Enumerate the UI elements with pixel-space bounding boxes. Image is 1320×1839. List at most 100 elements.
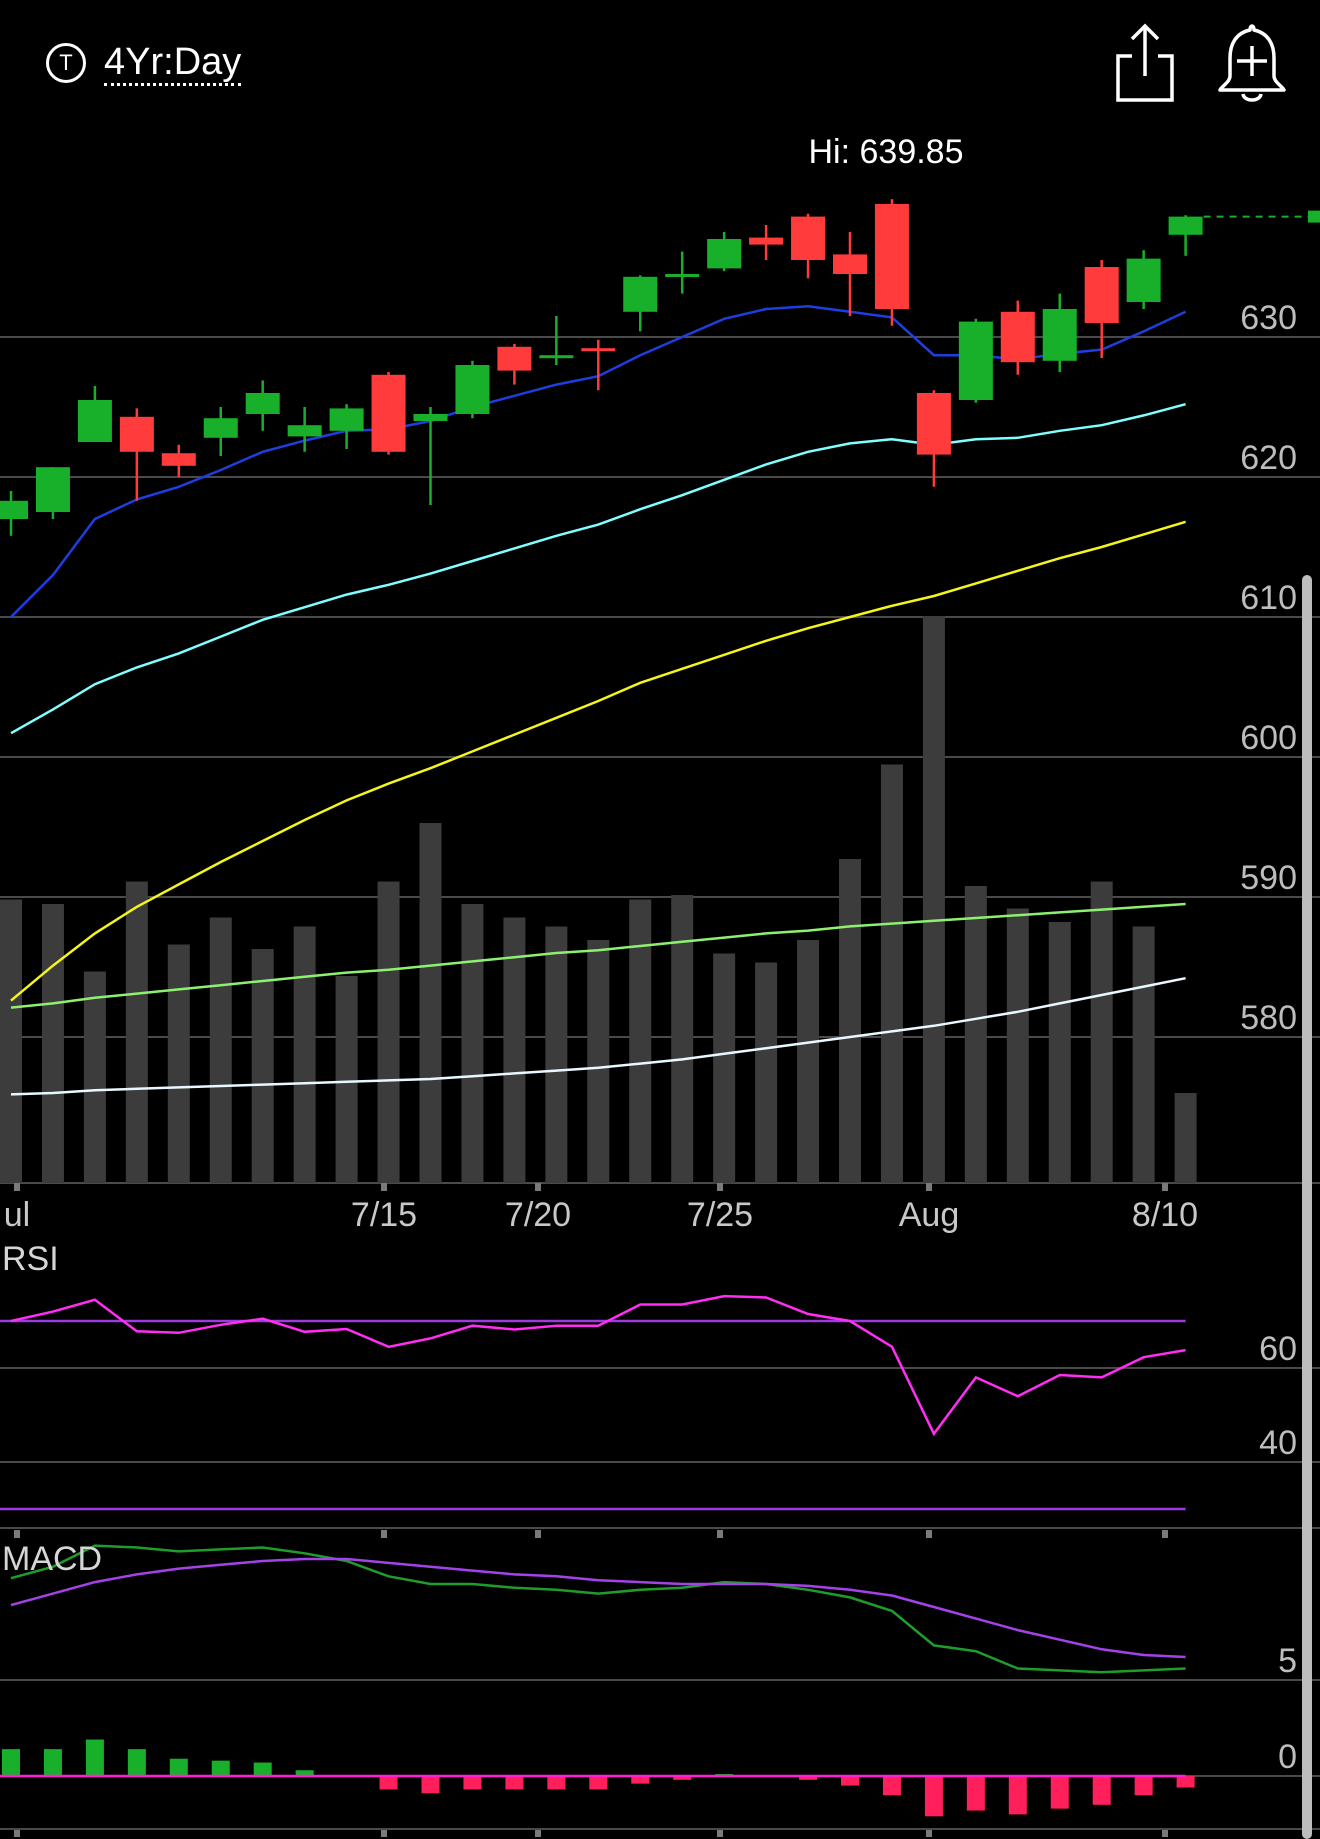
candle-body (203, 418, 238, 438)
macd-histogram-bar (505, 1776, 524, 1790)
macd-histogram-bar (631, 1776, 650, 1784)
volume-bar (880, 764, 903, 1183)
candle-body (329, 408, 364, 431)
x-tick-mark (717, 1183, 723, 1191)
candle-body (413, 414, 448, 421)
candle-body (0, 500, 28, 519)
candle-body (916, 393, 951, 455)
candle-body (287, 425, 322, 437)
macd-line (10, 1544, 1186, 1674)
volume-bar (461, 904, 484, 1183)
volume-bar (0, 899, 22, 1183)
volume-bar (629, 899, 652, 1183)
x-tick-mark (1162, 1530, 1168, 1538)
candle-body (455, 365, 490, 414)
volume-bar (1132, 926, 1155, 1183)
candle-body (707, 239, 742, 269)
macd-histogram-bar (673, 1776, 692, 1780)
macd-histogram-bar (295, 1770, 314, 1776)
x-tick-mark (14, 1530, 20, 1538)
moving-average-line (10, 402, 1186, 735)
macd-histogram-bar (169, 1758, 188, 1776)
volume-bar (377, 881, 400, 1183)
macd-histogram-bar (882, 1776, 901, 1796)
candle-body (874, 204, 909, 309)
x-tick-label: ul (4, 1196, 30, 1234)
volume-bar (587, 940, 610, 1183)
x-tick-mark (381, 1530, 387, 1538)
timeframe-icon: T (46, 43, 86, 83)
add-alert-button[interactable] (1216, 20, 1288, 106)
x-tick-mark (717, 1829, 723, 1837)
volume-bar (964, 886, 987, 1183)
macd-histogram-bar (2, 1749, 20, 1776)
volume-bar (293, 926, 316, 1183)
candle-body (833, 254, 867, 274)
candle-body (371, 374, 406, 452)
volume-bar (251, 949, 274, 1183)
volume-bar (125, 881, 148, 1183)
rsi-axis-label: 40 (1259, 1424, 1297, 1462)
macd-histogram-bar (799, 1776, 818, 1780)
candle-body (1042, 309, 1077, 361)
price-axis-label: 610 (1240, 579, 1297, 617)
candle-body (1000, 311, 1035, 363)
price-axis-label: 590 (1240, 859, 1297, 897)
macd-histogram-bar (85, 1739, 104, 1776)
volume-bar (41, 904, 64, 1183)
x-tick-mark (717, 1530, 723, 1538)
price-axis-label: 630 (1240, 299, 1297, 337)
macd-title: MACD (2, 1540, 102, 1578)
candle-body (497, 346, 532, 371)
volume-bar (1174, 1093, 1197, 1183)
volume-bar (209, 917, 232, 1183)
candle-body (749, 237, 784, 245)
rsi-axis-label: 60 (1259, 1330, 1297, 1368)
x-tick-mark (381, 1829, 387, 1837)
macd-histogram-bar (1008, 1776, 1027, 1815)
candle-body (665, 274, 700, 277)
macd-histogram-bar (1134, 1776, 1153, 1796)
x-tick-label: 7/20 (505, 1196, 571, 1234)
macd-histogram-bar (463, 1776, 482, 1790)
moving-average-line (10, 520, 1186, 1002)
x-tick-mark (926, 1183, 932, 1191)
macd-histogram-bar (1176, 1776, 1195, 1788)
volume-bar (797, 940, 820, 1183)
candle-body (958, 321, 993, 400)
macd-histogram-bar (379, 1776, 398, 1790)
candle-body (1084, 267, 1119, 323)
volume-bar (671, 895, 694, 1183)
macd-histogram-bar (127, 1749, 146, 1776)
vertical-scrollbar[interactable] (1302, 575, 1312, 1839)
macd-axis-label: 5 (1278, 1642, 1297, 1680)
macd-histogram-bar (211, 1760, 230, 1776)
volume-bar (335, 976, 358, 1183)
x-tick-label: 7/15 (351, 1196, 417, 1234)
macd-histogram-bar (841, 1776, 859, 1786)
share-button[interactable] (1110, 22, 1178, 104)
x-tick-mark (14, 1829, 20, 1837)
candle-body (1168, 216, 1203, 235)
moving-average-line (10, 976, 1186, 1096)
volume-bar (1048, 922, 1071, 1183)
high-annotation: Hi: 639.85 (809, 133, 964, 171)
candle-body (623, 276, 658, 312)
candle-body (581, 348, 616, 352)
price-axis-label: 620 (1240, 439, 1297, 477)
x-tick-mark (381, 1183, 387, 1191)
x-tick-mark (535, 1829, 541, 1837)
volume-bar (503, 917, 526, 1183)
x-tick-mark (535, 1530, 541, 1538)
candle-body (539, 355, 574, 359)
timeframe-selector[interactable]: T 4Yr:Day (46, 38, 242, 88)
volume-bar (167, 944, 190, 1183)
volume-bar (713, 953, 736, 1183)
candle-body (1126, 258, 1161, 302)
moving-average-line (10, 902, 1186, 1009)
candle-body (161, 453, 196, 466)
macd-histogram-bar (1092, 1776, 1111, 1805)
x-tick-label: 7/25 (687, 1196, 753, 1234)
x-tick-mark (926, 1530, 932, 1538)
